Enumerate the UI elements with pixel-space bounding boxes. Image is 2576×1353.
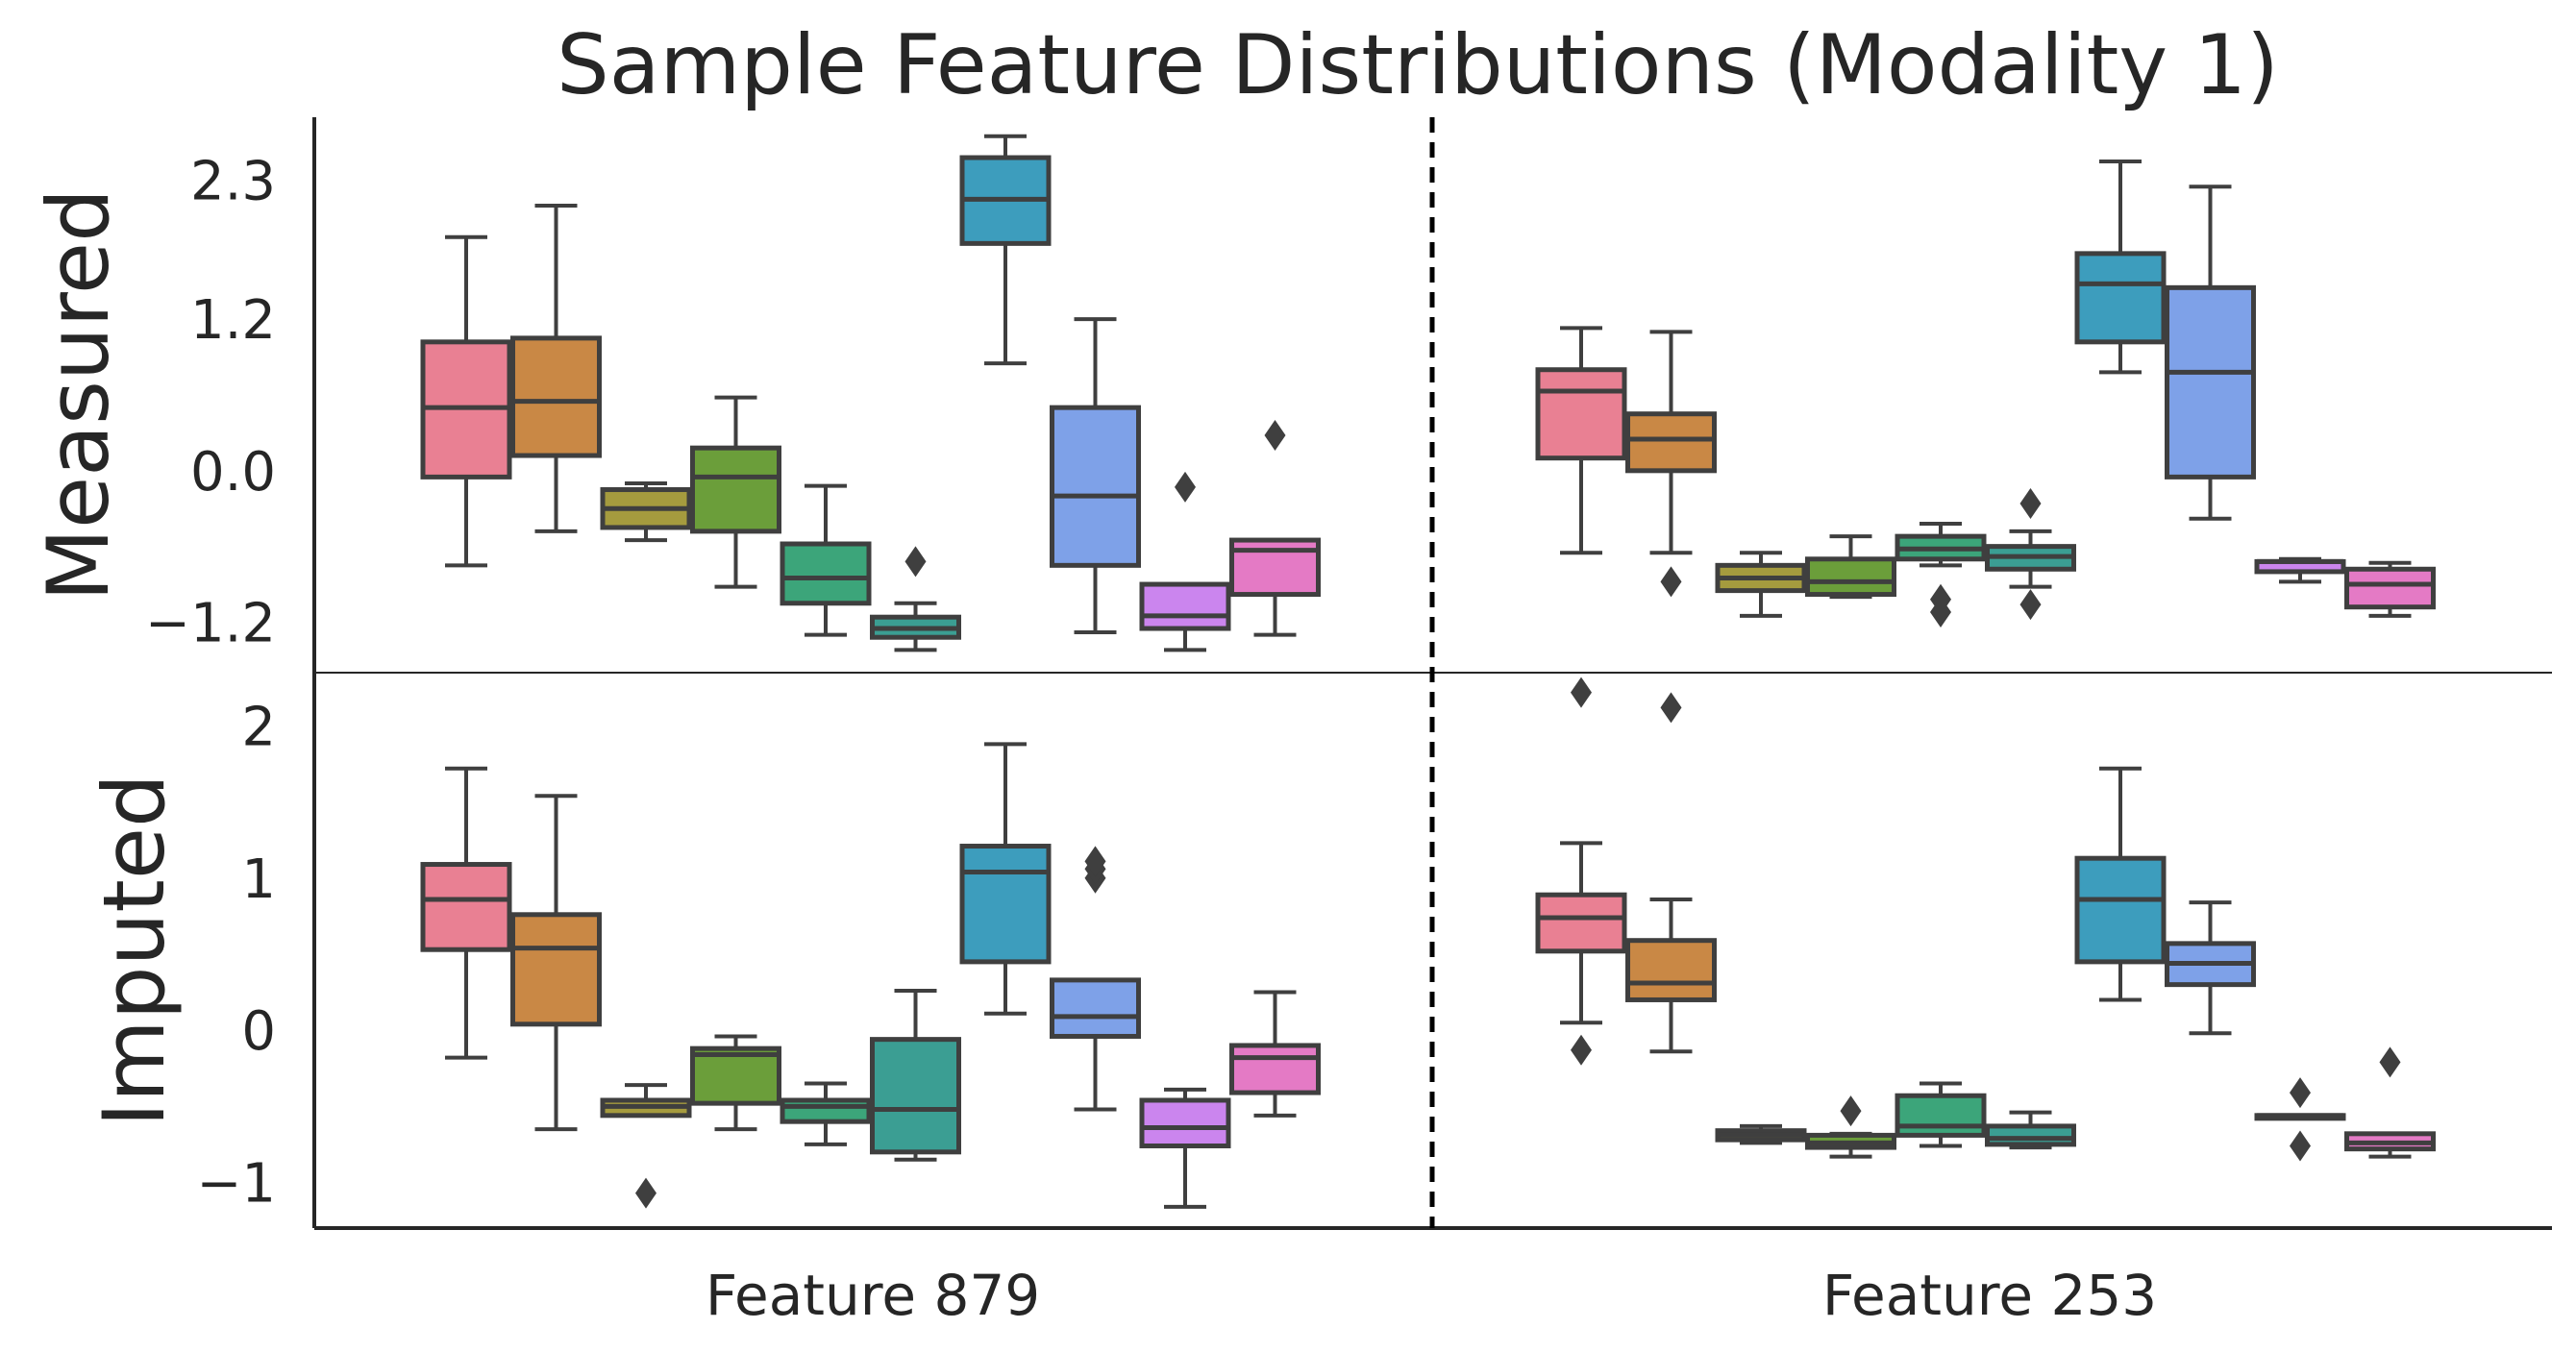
outlier-point — [1084, 846, 1106, 877]
box-f253-5 — [1895, 1081, 1987, 1148]
box-f253-5 — [1895, 521, 1987, 627]
y-axis-label: Imputed — [85, 774, 184, 1127]
box-iqr — [510, 335, 602, 458]
box-f879-3 — [600, 1083, 692, 1209]
box-iqr — [780, 1097, 872, 1124]
box-f253-10 — [2344, 560, 2436, 618]
outlier-point — [1840, 1095, 1862, 1127]
box-f879-9 — [1139, 471, 1231, 652]
y-tick-label: −1 — [196, 1152, 276, 1215]
box-f879-10 — [1229, 420, 1321, 637]
box-iqr — [1050, 405, 1141, 568]
box-iqr — [1535, 892, 1627, 954]
box-f879-2 — [510, 794, 602, 1132]
outlier-point — [1175, 471, 1196, 503]
box-f879-5 — [780, 1081, 872, 1146]
outlier-point — [2379, 1046, 2401, 1078]
box-iqr — [2074, 855, 2167, 965]
box-iqr — [1805, 556, 1896, 598]
box-f879-1 — [420, 766, 512, 1060]
box-f253-8 — [2165, 184, 2256, 521]
box-f253-4 — [1805, 534, 1896, 600]
box-f879-5 — [780, 483, 872, 637]
outlier-point — [1930, 596, 1951, 627]
box-iqr — [1535, 367, 1627, 461]
y-tick-label: 1.2 — [190, 289, 276, 352]
box-f879-8 — [1050, 317, 1141, 634]
box-iqr — [1050, 977, 1141, 1039]
outlier-point — [1571, 1034, 1592, 1066]
box-f253-2 — [1625, 330, 1717, 598]
box-iqr — [1625, 411, 1717, 474]
box-f253-1 — [1535, 676, 1627, 1066]
box-f253-3 — [1715, 1123, 1807, 1145]
x-category-label: Feature 879 — [706, 1263, 1040, 1328]
box-iqr — [420, 862, 512, 952]
box-f879-7 — [959, 134, 1052, 366]
y-tick-label: 0.0 — [190, 441, 276, 504]
y-tick-label: 1 — [241, 849, 276, 911]
box-iqr — [690, 445, 781, 534]
chart-title: Sample Feature Distributions (Modality 1… — [557, 17, 2279, 113]
box-f879-9 — [1139, 1087, 1231, 1209]
box-iqr — [690, 1046, 781, 1106]
outlier-point — [2019, 487, 2042, 519]
y-tick-label: 0 — [241, 1000, 276, 1063]
box-iqr — [2344, 566, 2436, 610]
box-f253-4 — [1805, 1095, 1896, 1159]
box-f253-6 — [1985, 487, 2076, 621]
box-f879-10 — [1229, 990, 1321, 1118]
outlier-point — [1660, 692, 1682, 724]
box-f879-4 — [690, 1034, 781, 1132]
box-f253-2 — [1625, 692, 1717, 1054]
box-f253-1 — [1535, 326, 1627, 555]
box-f253-10 — [2344, 1046, 2436, 1159]
box-iqr — [1139, 581, 1231, 631]
box-f879-3 — [600, 480, 692, 543]
box-iqr — [959, 844, 1052, 965]
box-iqr — [870, 1037, 961, 1155]
box-f253-6 — [1985, 1110, 2076, 1150]
outlier-point — [904, 546, 927, 578]
box-f879-6 — [870, 988, 961, 1162]
box-f253-7 — [2074, 159, 2167, 375]
box-iqr — [2074, 251, 2167, 345]
box-iqr — [1895, 1093, 1987, 1138]
box-f879-6 — [870, 546, 961, 652]
box-f879-7 — [959, 742, 1052, 1016]
outlier-point — [2019, 589, 2042, 621]
box-f253-3 — [1715, 551, 1807, 618]
outlier-point — [1660, 566, 1682, 598]
box-iqr — [1625, 938, 1717, 1002]
outlier-point — [635, 1177, 656, 1209]
outlier-point — [2290, 1130, 2311, 1162]
box-iqr — [510, 912, 602, 1027]
box-f879-1 — [420, 234, 512, 568]
box-f879-4 — [690, 395, 781, 589]
y-axis-label: Measured — [29, 188, 128, 602]
x-category-label: Feature 253 — [1822, 1263, 2157, 1328]
box-f879-8 — [1050, 846, 1141, 1112]
box-iqr — [780, 541, 872, 606]
y-tick-label: −1.2 — [145, 592, 276, 654]
outlier-point — [1264, 420, 1286, 452]
y-tick-label: 2 — [241, 696, 276, 758]
panel-measured: 2.3 1.2 0.0 −1.2 Measured — [29, 134, 2436, 654]
box-f253-8 — [2165, 900, 2256, 1036]
box-iqr — [1139, 1097, 1231, 1148]
box-iqr — [2165, 284, 2256, 480]
outlier-point — [2290, 1077, 2311, 1109]
box-f253-9 — [2254, 1077, 2346, 1162]
outlier-point — [1571, 676, 1592, 708]
y-tick-label: 2.3 — [190, 151, 276, 213]
box-f879-2 — [510, 203, 602, 533]
box-f253-9 — [2254, 556, 2346, 584]
box-iqr — [1985, 1123, 2076, 1147]
box-f253-7 — [2074, 766, 2167, 1002]
box-iqr — [1229, 1043, 1321, 1095]
